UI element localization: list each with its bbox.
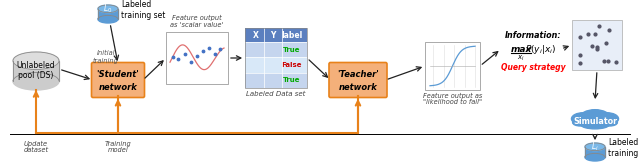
Point — [192, 54, 202, 57]
Text: dataset: dataset — [24, 147, 49, 153]
Ellipse shape — [13, 72, 59, 90]
Point — [587, 45, 597, 47]
Ellipse shape — [595, 113, 618, 125]
Point — [582, 33, 593, 36]
FancyBboxPatch shape — [329, 62, 387, 98]
Ellipse shape — [13, 52, 59, 69]
Point — [204, 47, 214, 50]
Ellipse shape — [581, 121, 609, 129]
Text: True: True — [283, 77, 300, 83]
Point — [575, 35, 585, 38]
Point — [186, 60, 196, 63]
Text: model: model — [108, 147, 129, 153]
Text: $P(y_i|x_i)$: $P(y_i|x_i)$ — [525, 42, 557, 55]
Bar — [245, 28, 307, 88]
Point — [592, 46, 602, 48]
Bar — [98, 9, 118, 19]
Bar — [585, 147, 605, 157]
Text: label: label — [281, 31, 302, 40]
Text: Feature output as: Feature output as — [423, 93, 482, 99]
Text: Information:: Information: — [505, 31, 561, 40]
Text: Unlabeled: Unlabeled — [17, 61, 55, 70]
Point — [198, 50, 209, 53]
Text: Y: Y — [270, 31, 276, 40]
Text: Simulator: Simulator — [573, 118, 617, 126]
Text: Update: Update — [24, 141, 48, 147]
Bar — [245, 57, 307, 73]
Point — [168, 56, 178, 58]
FancyBboxPatch shape — [92, 62, 145, 98]
Point — [592, 48, 602, 50]
Point — [611, 61, 621, 64]
Ellipse shape — [573, 119, 588, 126]
Text: as 'scalar value': as 'scalar value' — [170, 22, 224, 28]
Text: network: network — [339, 82, 378, 92]
Text: $x_i$: $x_i$ — [517, 53, 525, 63]
Bar — [245, 73, 307, 88]
Ellipse shape — [589, 118, 611, 127]
Ellipse shape — [579, 118, 600, 127]
Text: X: X — [253, 31, 259, 40]
Point — [601, 42, 611, 44]
Bar — [245, 28, 307, 42]
Point — [593, 25, 604, 27]
Ellipse shape — [585, 153, 605, 161]
Text: max: max — [510, 44, 532, 53]
Text: Query strategy: Query strategy — [500, 63, 565, 72]
Text: Labeled
training set: Labeled training set — [121, 0, 165, 20]
Bar — [166, 32, 228, 84]
Text: 'Student': 'Student' — [97, 70, 140, 79]
Bar — [572, 20, 622, 70]
Ellipse shape — [585, 143, 605, 151]
Bar — [13, 61, 59, 81]
Point — [173, 58, 183, 60]
Text: "likelihood to fail": "likelihood to fail" — [423, 99, 482, 105]
Point — [604, 29, 614, 32]
Text: 'Teacher': 'Teacher' — [337, 70, 379, 79]
Text: False: False — [281, 62, 301, 68]
Ellipse shape — [572, 113, 595, 125]
Ellipse shape — [98, 15, 118, 23]
Bar — [245, 42, 307, 57]
Text: True: True — [283, 47, 300, 53]
Point — [180, 52, 190, 55]
Bar — [425, 42, 480, 90]
Point — [210, 52, 220, 55]
Text: Training: Training — [104, 141, 131, 147]
Point — [215, 48, 225, 51]
Text: Initial
training: Initial training — [93, 50, 119, 64]
Point — [603, 60, 613, 63]
Ellipse shape — [602, 119, 618, 126]
Ellipse shape — [580, 110, 611, 126]
Point — [599, 60, 609, 63]
Text: Labeled Data set: Labeled Data set — [246, 91, 306, 97]
Text: Labeled
training set: Labeled training set — [608, 138, 640, 158]
Text: $L_0$: $L_0$ — [103, 3, 113, 15]
Point — [589, 32, 600, 35]
Ellipse shape — [98, 5, 118, 13]
Text: network: network — [99, 82, 138, 92]
Point — [575, 54, 585, 56]
Text: $L_i$: $L_i$ — [591, 141, 599, 153]
Point — [575, 62, 585, 64]
Text: pool (DS): pool (DS) — [19, 71, 54, 80]
Text: Feature output: Feature output — [172, 15, 222, 21]
